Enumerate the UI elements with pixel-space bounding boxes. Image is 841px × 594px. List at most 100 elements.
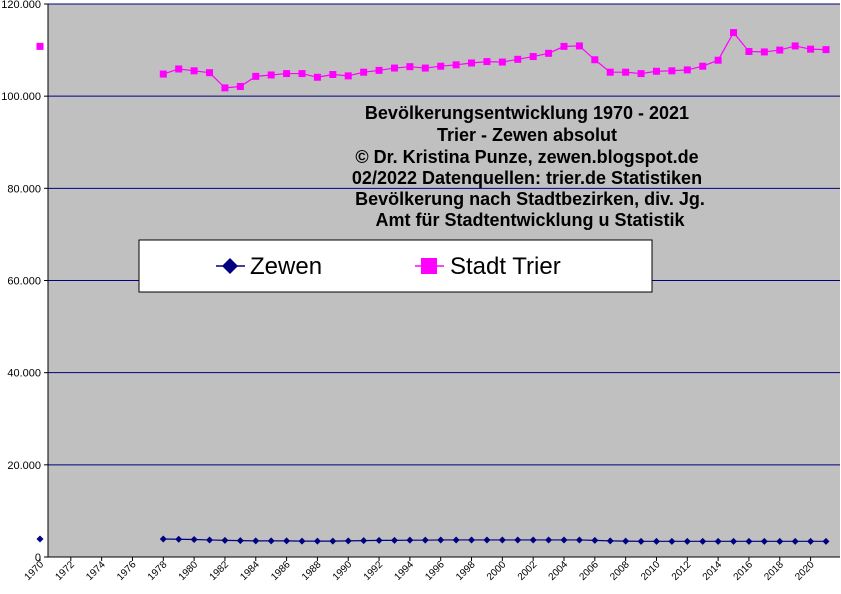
data-point [190, 535, 198, 543]
data-point [668, 67, 676, 75]
x-axis-ticks: 1970 1972 1974 1976 1978 1980 1982 1984 1986 1988… [23, 557, 817, 583]
x-tick-label: 2012 [670, 559, 694, 583]
data-point [652, 67, 660, 75]
x-tick-label: 1990 [331, 559, 355, 583]
title-line-5: Bevölkerung nach Stadtbezirken, div. Jg. [355, 189, 705, 209]
data-point [452, 536, 460, 544]
data-point [283, 70, 291, 78]
x-tick-label: 2014 [701, 559, 725, 583]
y-tick-label: 60.000 [7, 276, 41, 288]
data-point [175, 535, 183, 543]
x-tick-label: 1986 [269, 559, 293, 583]
data-point [545, 49, 553, 57]
data-point [206, 69, 214, 77]
x-tick-label: 1982 [208, 559, 232, 583]
data-point [452, 61, 460, 69]
legend-item-stadt-trier: Stadt Trier [415, 253, 561, 280]
x-tick-label: 2010 [639, 559, 663, 583]
data-point [252, 537, 260, 545]
data-point [637, 537, 645, 545]
data-point [822, 537, 830, 545]
data-point [175, 65, 183, 73]
data-point [514, 536, 522, 544]
data-point [437, 536, 445, 544]
x-tick-label: 1976 [115, 559, 139, 583]
y-axis-ticks: 0 20.000 40.000 60.000 80.000 100.000 120.000 [1, 0, 48, 564]
title-line-2: Trier - Zewen absolut [437, 125, 617, 145]
data-point [406, 63, 414, 71]
data-point [313, 537, 321, 545]
legend-trier-square-icon [421, 258, 437, 274]
data-point [560, 42, 568, 50]
x-tick-label: 1996 [423, 559, 447, 583]
x-tick-label: 1998 [454, 559, 478, 583]
x-tick-label: 2004 [547, 559, 571, 583]
legend-box [138, 239, 653, 293]
data-point [483, 536, 491, 544]
x-tick-label: 1988 [300, 559, 324, 583]
data-point [606, 537, 614, 545]
data-point [529, 536, 537, 544]
data-point [483, 58, 491, 66]
x-tick-label: 1974 [84, 559, 108, 583]
data-point [745, 537, 753, 545]
data-point [606, 68, 614, 76]
data-point [622, 537, 630, 545]
data-point [760, 48, 768, 56]
x-tick-label: 2008 [608, 559, 632, 583]
legend-zewen-label: Zewen [250, 253, 322, 280]
y-tick-label: 100.000 [1, 91, 41, 103]
data-point [637, 70, 645, 78]
data-point [807, 537, 815, 545]
x-tick-label: 1984 [238, 559, 262, 583]
x-tick-label: 1980 [177, 559, 201, 583]
data-point [822, 46, 830, 54]
series-layer [36, 29, 830, 545]
data-point [236, 82, 244, 90]
data-point [406, 536, 414, 544]
y-tick-label: 20.000 [7, 460, 41, 472]
data-point [252, 72, 260, 80]
legend-item-zewen: Zewen [216, 253, 322, 280]
data-point [344, 537, 352, 545]
data-point [791, 42, 799, 50]
x-tick-label: 2002 [516, 559, 540, 583]
data-point [421, 536, 429, 544]
data-point [375, 66, 383, 74]
title-line-6: Amt für Stadtentwicklung u Statistik [375, 210, 685, 230]
data-point [545, 536, 553, 544]
data-point [514, 55, 522, 63]
series-1 [36, 29, 830, 92]
data-point [360, 68, 368, 76]
data-point [36, 42, 44, 50]
data-point [159, 535, 167, 543]
data-point [776, 537, 784, 545]
y-tick-label: 120.000 [1, 0, 41, 11]
legend: Zewen Stadt Trier [138, 239, 653, 293]
data-point [699, 62, 707, 70]
legend-trier-label: Stadt Trier [450, 253, 561, 280]
data-point [236, 537, 244, 545]
data-point [36, 535, 44, 543]
y-tick-label: 0 [35, 552, 41, 564]
x-tick-label: 1978 [146, 559, 170, 583]
x-tick-label: 1994 [392, 559, 416, 583]
title-line-3: © Dr. Kristina Punze, zewen.blogspot.de [355, 147, 698, 167]
legend-zewen-diamond-icon [222, 258, 238, 274]
y-tick-label: 40.000 [7, 368, 41, 380]
data-point [329, 537, 337, 545]
data-point [267, 71, 275, 79]
series-0 [36, 535, 830, 545]
data-point [699, 537, 707, 545]
x-tick-label: 1972 [53, 559, 77, 583]
title-line-1: Bevölkerungsentwicklung 1970 - 2021 [365, 103, 689, 123]
chart-title: Bevölkerungsentwicklung 1970 - 2021 Trie… [352, 103, 705, 230]
x-tick-label: 2016 [732, 559, 756, 583]
data-point [390, 536, 398, 544]
data-point [575, 536, 583, 544]
data-point [714, 56, 722, 64]
data-point [498, 536, 506, 544]
data-point [560, 536, 568, 544]
y-tick-label: 80.000 [7, 183, 41, 195]
